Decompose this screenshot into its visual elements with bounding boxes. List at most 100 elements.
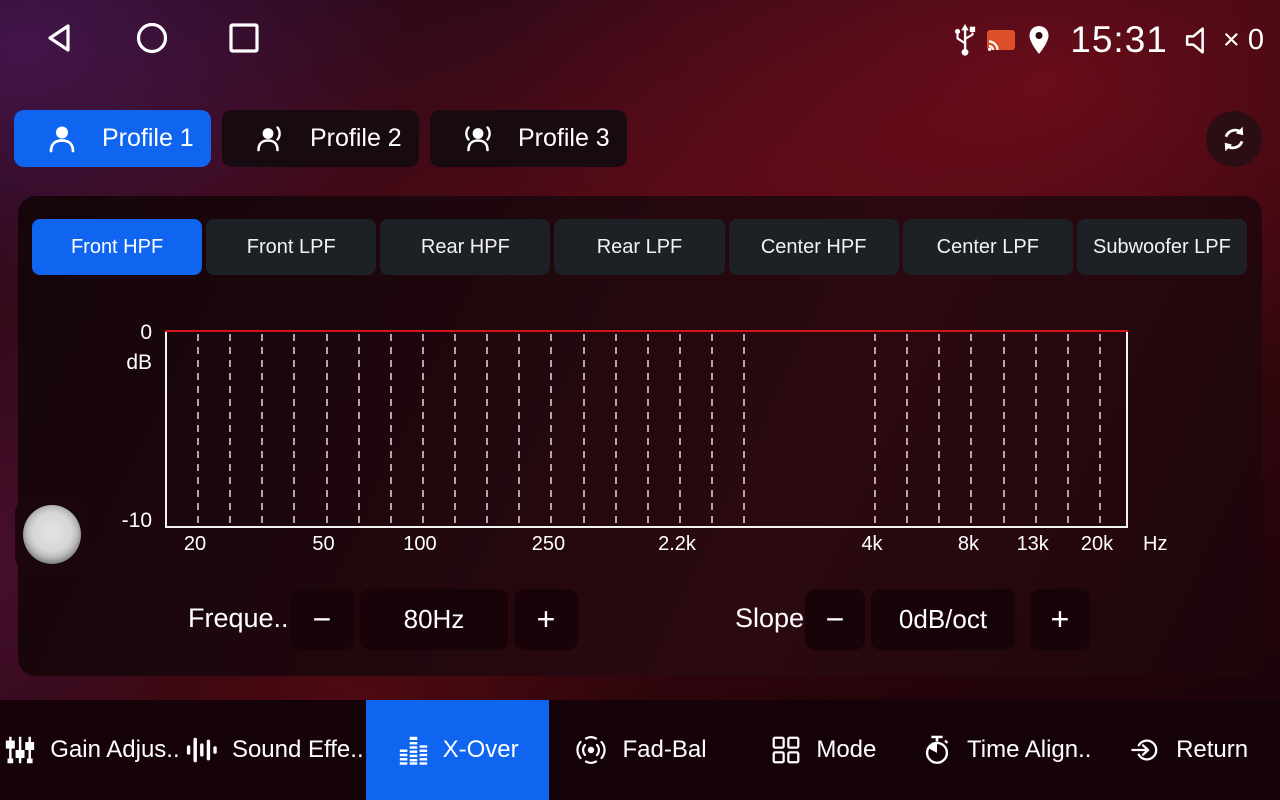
frequency-gridline: [874, 334, 876, 524]
frequency-gridline: [1002, 334, 1005, 524]
back-icon: [48, 24, 70, 52]
frequency-gridline: [229, 334, 232, 524]
volume-muted-icon[interactable]: [1183, 25, 1214, 56]
slope-value-text: 0dB/oct: [898, 604, 988, 634]
slope-label: Slope: [735, 603, 805, 633]
slope-minus-button[interactable]: −: [805, 589, 865, 650]
frequency-plus-button[interactable]: +: [514, 589, 578, 650]
rotary-knob[interactable]: [15, 497, 89, 572]
frequency-gridline: [970, 334, 973, 524]
slope-plus-button[interactable]: +: [1030, 589, 1090, 650]
profile-1-button[interactable]: Profile 1: [14, 110, 211, 167]
nav-mode[interactable]: Mode: [731, 700, 914, 800]
frequency-gridline: [421, 334, 424, 524]
x-tick-label: 2.2k: [658, 533, 696, 555]
frequency-gridline: [261, 334, 264, 524]
tab-label: Front LPF: [246, 235, 336, 258]
nav-label: Return: [1176, 736, 1249, 763]
knob-face: [23, 505, 81, 564]
tab-label: Subwoofer LPF: [1092, 235, 1231, 258]
frequency-gridline: [906, 334, 909, 524]
x-tick-label: 20k: [1080, 533, 1114, 555]
frequency-value: 80Hz: [360, 589, 508, 650]
profile-2-button[interactable]: Profile 2: [222, 110, 419, 167]
tab-label: Front HPF: [70, 235, 164, 258]
profile-label: Profile 2: [310, 124, 402, 152]
return-arrow-icon: [1131, 739, 1158, 761]
plus-icon: +: [1050, 601, 1070, 637]
tab-label: Center LPF: [936, 235, 1039, 258]
frequency-gridline: [679, 334, 681, 524]
home-icon: [136, 22, 168, 54]
frequency-gridline: [1066, 334, 1069, 524]
y-unit-label: dB: [126, 351, 152, 374]
nav-time-align[interactable]: Time Align..: [914, 700, 1097, 800]
tab-front-hpf[interactable]: Front HPF: [32, 219, 203, 275]
nav-sound-effects[interactable]: Sound Effe..: [183, 700, 366, 800]
frequency-value-text: 80Hz: [403, 604, 465, 634]
tab-center-lpf[interactable]: Center LPF: [902, 219, 1073, 275]
recents-button[interactable]: [224, 18, 264, 58]
nav-label: Time Align..: [966, 736, 1092, 763]
frequency-gridline: [518, 334, 521, 524]
frequency-gridline: [646, 334, 649, 524]
frequency-gridline: [1099, 334, 1101, 524]
response-curve: [165, 330, 1128, 332]
bottom-nav-bar: Gain Adjus.. Sound Effe.. X-Over: [0, 700, 1280, 800]
profile-3-button[interactable]: Profile 3: [430, 110, 627, 167]
frequency-response-plot: [165, 330, 1128, 528]
nav-label: Mode: [816, 736, 877, 763]
profile-row: Profile 1 Profile 2 Profile 3: [14, 110, 627, 167]
android-nav-buttons: [40, 18, 264, 58]
frequency-gridline: [454, 334, 456, 524]
x-tick-label: 20: [183, 533, 207, 555]
nav-label: Sound Effe..: [231, 736, 364, 763]
nav-fad-bal[interactable]: Fad-Bal: [549, 700, 732, 800]
nav-gain-adjust[interactable]: Gain Adjus..: [0, 700, 183, 800]
y-max-label: 0: [140, 321, 152, 344]
person-3-icon: [465, 125, 491, 151]
frequency-gridline: [325, 334, 328, 524]
minus-icon: −: [825, 601, 845, 637]
profile-label: Profile 3: [518, 124, 610, 152]
mixer-faders-icon: [6, 736, 35, 764]
sync-refresh-icon: [1224, 126, 1244, 152]
x-tick-label: 4k: [861, 533, 883, 555]
surround-speaker-icon: [576, 736, 607, 764]
status-icons: 15:31 × 0: [953, 14, 1264, 66]
x-unit-label: Hz: [1143, 533, 1168, 555]
frequency-gridline: [1034, 334, 1037, 524]
sync-button[interactable]: [1206, 111, 1262, 167]
nav-return[interactable]: Return: [1097, 700, 1280, 800]
home-button[interactable]: [132, 18, 172, 58]
frequency-gridline: [486, 334, 489, 524]
tab-label: Rear HPF: [420, 235, 510, 258]
frequency-gridline: [614, 334, 617, 524]
filter-tab-row: Front HPF Front LPF Rear HPF Rear LPF Ce…: [32, 219, 1247, 275]
waveform-bars-icon: [186, 737, 217, 763]
tab-rear-lpf[interactable]: Rear LPF: [554, 219, 725, 275]
nav-xover[interactable]: X-Over: [365, 700, 549, 800]
tab-front-lpf[interactable]: Front LPF: [206, 219, 377, 275]
person-icon: [49, 126, 75, 152]
x-tick-label: 8k: [957, 533, 979, 555]
tab-rear-hpf[interactable]: Rear HPF: [380, 219, 551, 275]
frequency-gridline: [582, 334, 585, 524]
tab-center-hpf[interactable]: Center HPF: [728, 219, 899, 275]
person-2-icon: [257, 125, 281, 151]
back-button[interactable]: [40, 18, 80, 58]
frequency-minus-button[interactable]: −: [290, 589, 354, 650]
frequency-label: Freque..: [188, 603, 289, 633]
nav-label: Gain Adjus..: [50, 736, 180, 763]
minus-icon: −: [312, 601, 332, 637]
y-min-label: -10: [121, 509, 152, 532]
tab-label: Rear LPF: [596, 235, 683, 258]
nav-label: X-Over: [442, 736, 519, 763]
xover-panel: Front HPF Front LPF Rear HPF Rear LPF Ce…: [15, 196, 1262, 676]
frequency-gridline: [197, 334, 199, 524]
tab-subwoofer-lpf[interactable]: Subwoofer LPF: [1076, 219, 1247, 275]
frequency-gridline: [389, 334, 392, 524]
status-bar: 15:31 × 0: [0, 0, 1280, 80]
plus-icon: +: [536, 601, 556, 637]
